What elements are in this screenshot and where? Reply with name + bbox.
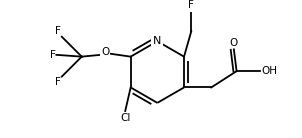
Text: F: F <box>55 78 61 87</box>
Text: OH: OH <box>261 66 277 76</box>
Text: F: F <box>50 50 56 60</box>
Text: O: O <box>230 38 238 48</box>
Text: F: F <box>55 26 61 36</box>
Text: Cl: Cl <box>120 113 130 123</box>
Text: N: N <box>153 36 162 46</box>
Text: F: F <box>188 0 194 10</box>
Text: O: O <box>101 47 109 57</box>
